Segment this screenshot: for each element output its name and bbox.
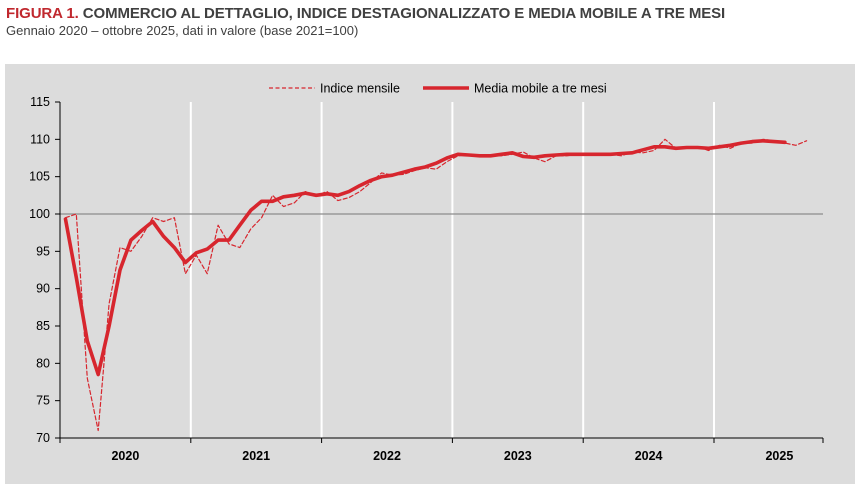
- figure-number: FIGURA 1.: [6, 5, 79, 22]
- x-tick-label: 2023: [504, 449, 532, 463]
- x-tick-label: 2024: [635, 449, 663, 463]
- y-tick-label: 95: [36, 244, 50, 258]
- series-lines: [63, 138, 808, 432]
- y-tick-label: 105: [29, 170, 50, 184]
- figure-title-text: COMMERCIO AL DETTAGLIO, INDICE DESTAGION…: [82, 5, 726, 22]
- legend-label-media-mobile: Media mobile a tre mesi: [474, 82, 607, 96]
- series-line-media-mobile: [63, 139, 787, 377]
- y-tick-label: 90: [36, 282, 50, 296]
- y-tick-label: 80: [36, 356, 50, 370]
- chart-legend: Indice mensile Media mobile a tre mesi: [269, 82, 607, 96]
- series-line-indice-mensile: [64, 138, 808, 432]
- x-tick-label: 2021: [242, 449, 270, 463]
- figure-title: FIGURA 1. COMMERCIO AL DETTAGLIO, INDICE…: [6, 5, 725, 22]
- y-tick-label: 85: [36, 319, 50, 333]
- y-tick-label: 75: [36, 394, 50, 408]
- y-tick-label: 100: [29, 207, 50, 221]
- chart-grid: [60, 102, 823, 438]
- x-axis: 2020 2021 2022 2023 2024 2025: [59, 437, 824, 463]
- y-tick-label: 110: [30, 132, 50, 146]
- figure-header: FIGURA 1. COMMERCIO AL DETTAGLIO, INDICE…: [6, 5, 725, 38]
- y-tick-label: 115: [30, 95, 50, 109]
- x-tick-label: 2022: [373, 449, 401, 463]
- x-tick-label: 2020: [111, 449, 139, 463]
- figure-subtitle: Gennaio 2020 – ottobre 2025, dati in val…: [6, 23, 359, 38]
- chart-panel: 70 75 80 85 90 95 100 105 110 115 2020 2021 2022 202…: [5, 64, 855, 484]
- y-tick-label: 70: [36, 431, 50, 445]
- legend-label-indice-mensile: Indice mensile: [320, 82, 400, 96]
- x-tick-label: 2025: [765, 449, 793, 463]
- y-axis: 70 75 80 85 90 95 100 105 110 115: [29, 95, 61, 445]
